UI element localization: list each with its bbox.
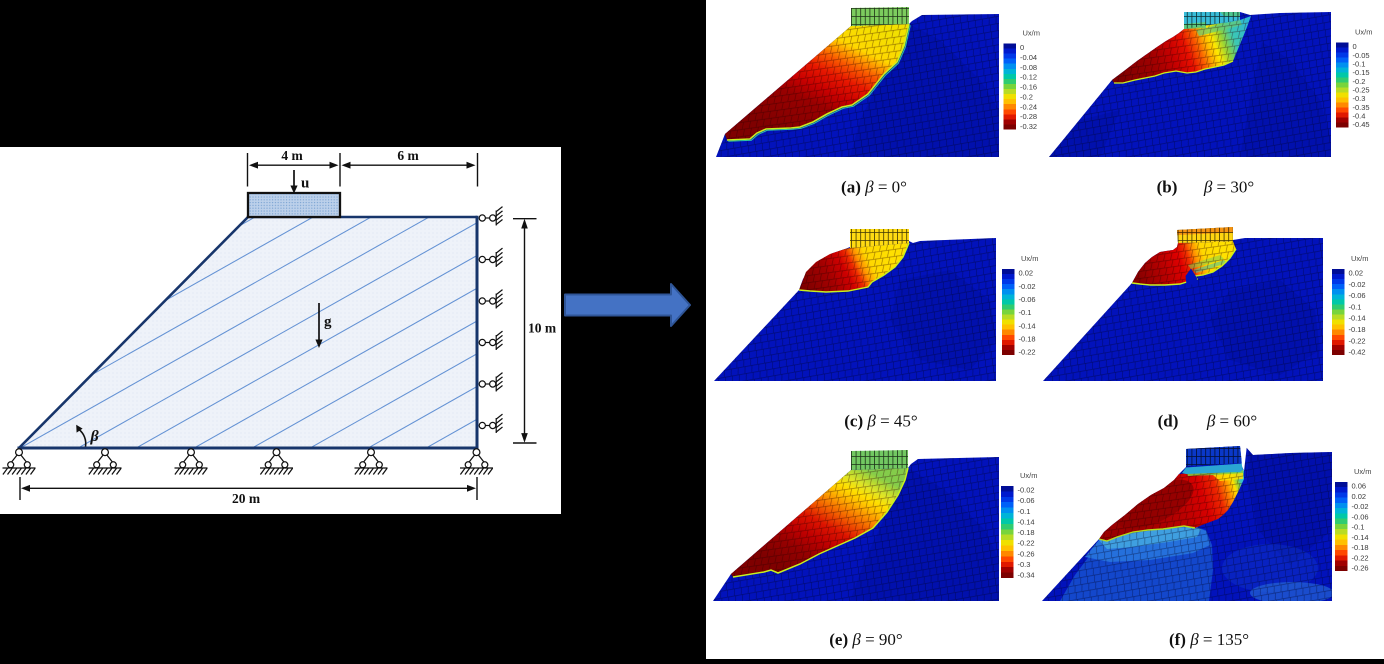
svg-text:0: 0 [1353,42,1357,51]
svg-text:-0.1: -0.1 [1349,303,1362,312]
svg-text:Ux/m: Ux/m [1355,28,1373,37]
svg-text:-0.06: -0.06 [1349,291,1366,300]
svg-text:Ux/m: Ux/m [1354,467,1372,476]
svg-text:-0.22: -0.22 [1352,553,1369,562]
svg-text:(a) β = 0°: (a) β = 0° [841,178,907,197]
svg-text:Ux/m: Ux/m [1020,471,1038,480]
svg-text:-0.22: -0.22 [1018,539,1035,548]
svg-text:0.06: 0.06 [1352,482,1367,491]
svg-text:0.02: 0.02 [1349,269,1364,278]
svg-text:-0.3: -0.3 [1353,94,1366,103]
svg-text:-0.1: -0.1 [1352,523,1365,532]
svg-text:-0.26: -0.26 [1352,564,1369,573]
svg-text:-0.18: -0.18 [1352,543,1369,552]
svg-text:-0.32: -0.32 [1020,122,1037,131]
svg-text:-0.4: -0.4 [1353,111,1366,120]
svg-text:-0.02: -0.02 [1019,282,1036,291]
svg-text:0.02: 0.02 [1019,269,1034,278]
svg-text:-0.14: -0.14 [1352,533,1369,542]
svg-text:-0.2: -0.2 [1020,93,1033,102]
svg-text:20 m: 20 m [232,491,261,506]
svg-text:-0.22: -0.22 [1019,348,1036,357]
svg-text:-0.45: -0.45 [1353,120,1370,129]
svg-text:-0.04: -0.04 [1020,53,1037,62]
svg-text:-0.18: -0.18 [1349,325,1366,334]
svg-text:-0.34: -0.34 [1018,571,1035,580]
svg-text:-0.14: -0.14 [1018,518,1035,527]
svg-text:-0.1: -0.1 [1019,308,1032,317]
svg-text:-0.1: -0.1 [1353,59,1366,68]
svg-text:-0.06: -0.06 [1352,512,1369,521]
svg-text:Ux/m: Ux/m [1021,254,1039,263]
svg-text:0.02: 0.02 [1352,492,1367,501]
svg-text:-0.05: -0.05 [1353,51,1370,60]
svg-text:β = 60°: β = 60° [1206,412,1257,431]
svg-text:-0.16: -0.16 [1020,83,1037,92]
svg-text:(d): (d) [1158,412,1179,431]
svg-text:-0.22: -0.22 [1349,336,1366,345]
svg-text:(f) β = 135°: (f) β = 135° [1169,630,1249,649]
svg-text:g: g [324,314,332,330]
svg-text:Ux/m: Ux/m [1023,29,1041,38]
svg-text:-0.06: -0.06 [1018,496,1035,505]
svg-text:-0.24: -0.24 [1020,102,1037,111]
svg-text:0: 0 [1020,43,1024,52]
svg-text:u: u [301,176,309,192]
svg-text:-0.18: -0.18 [1019,334,1036,343]
svg-text:-0.3: -0.3 [1018,560,1031,569]
svg-text:-0.2: -0.2 [1353,77,1366,86]
svg-text:(b): (b) [1157,178,1178,197]
svg-text:-0.25: -0.25 [1353,85,1370,94]
svg-text:4 m: 4 m [281,148,303,163]
svg-text:-0.18: -0.18 [1018,528,1035,537]
svg-text:-0.02: -0.02 [1352,502,1369,511]
svg-text:-0.02: -0.02 [1018,486,1035,495]
svg-text:-0.12: -0.12 [1020,73,1037,82]
svg-text:-0.08: -0.08 [1020,63,1037,72]
svg-text:10 m: 10 m [528,321,557,336]
svg-text:-0.02: -0.02 [1349,280,1366,289]
svg-text:-0.1: -0.1 [1018,507,1031,516]
svg-text:-0.26: -0.26 [1018,549,1035,558]
svg-text:Ux/m: Ux/m [1351,254,1369,263]
svg-text:-0.14: -0.14 [1019,321,1036,330]
svg-text:-0.28: -0.28 [1020,112,1037,121]
svg-text:-0.15: -0.15 [1353,68,1370,77]
svg-text:-0.14: -0.14 [1349,314,1366,323]
svg-text:-0.42: -0.42 [1349,348,1366,357]
svg-text:β = 30°: β = 30° [1203,178,1254,197]
svg-text:6 m: 6 m [397,148,419,163]
svg-text:(e) β = 90°: (e) β = 90° [829,630,902,649]
svg-text:(c) β = 45°: (c) β = 45° [844,412,917,431]
svg-text:β: β [90,428,100,445]
svg-text:-0.06: -0.06 [1019,295,1036,304]
svg-text:-0.35: -0.35 [1353,103,1370,112]
